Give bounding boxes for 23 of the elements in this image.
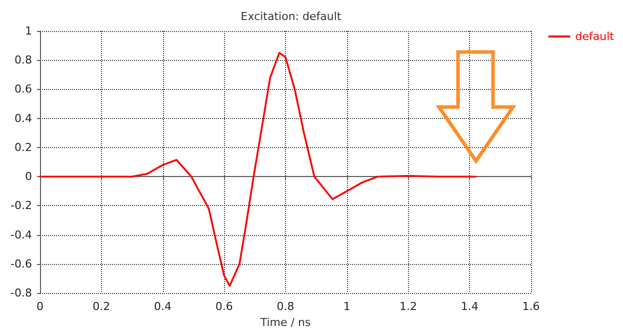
y-tick-label: 0.4 (14, 112, 32, 125)
y-tick-label: 0.8 (14, 54, 32, 67)
x-tick-label: 0.8 (276, 300, 294, 314)
legend-label: default (575, 30, 615, 43)
x-axis-title: Time / ns (259, 316, 311, 329)
y-tick-label: -0.6 (10, 257, 32, 270)
chart-title: Excitation: default (240, 10, 342, 23)
y-tick-label: -0.4 (10, 228, 32, 242)
y-tick-label: 0 (25, 170, 32, 184)
x-tick-label: 0.6 (215, 300, 233, 314)
y-tick-label: -0.8 (10, 286, 32, 300)
y-tick-label: 0.2 (14, 140, 32, 154)
x-tick-label: 1.6 (522, 300, 540, 314)
x-tick-label: 1 (343, 300, 350, 314)
x-tick-label: 0.2 (92, 300, 110, 314)
y-tick-label: 0.6 (14, 82, 32, 96)
x-tick-label: 1.4 (460, 300, 478, 314)
y-tick-label: -0.2 (10, 199, 32, 212)
x-tick-label: 1.2 (400, 300, 417, 314)
x-tick-label: 0.4 (154, 300, 172, 314)
line-series (39, 52, 477, 287)
x-tick-label: 0 (36, 300, 44, 314)
y-tick-label: 1 (25, 24, 32, 38)
